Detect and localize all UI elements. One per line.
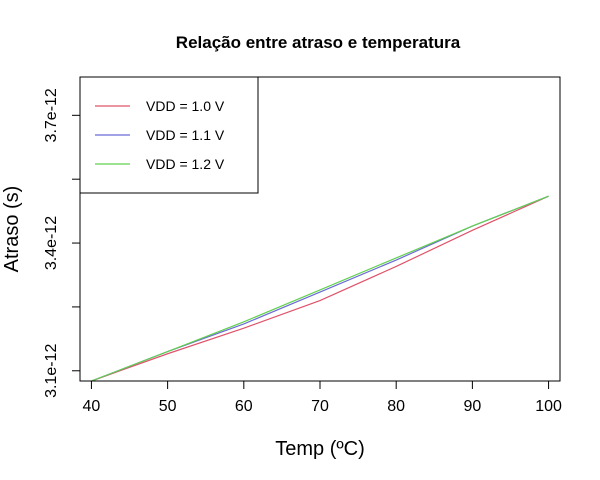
series-line-3 — [91, 195, 549, 382]
series-lines — [91, 195, 549, 382]
series-line-2 — [91, 195, 549, 382]
y-axis: 3.1e-12 3.4e-12 3.7e-12 — [43, 88, 81, 398]
x-tick-label: 60 — [235, 398, 253, 415]
y-tick-label: 3.1e-12 — [43, 344, 60, 398]
legend-label: VDD = 1.2 V — [146, 156, 225, 172]
y-tick-label: 3.7e-12 — [43, 88, 60, 142]
series-line-1 — [91, 195, 549, 382]
x-tick-label: 70 — [311, 398, 329, 415]
x-tick-label: 90 — [463, 398, 481, 415]
x-axis-label: Temp (ºC) — [275, 438, 365, 460]
y-axis-label: Atraso (s) — [1, 186, 23, 273]
x-axis: 40 50 60 70 80 90 100 — [83, 380, 562, 415]
y-tick-label: 3.4e-12 — [43, 216, 60, 270]
x-tick-label: 100 — [535, 398, 562, 415]
x-tick-label: 80 — [387, 398, 405, 415]
x-tick-label: 50 — [159, 398, 177, 415]
x-tick-label: 40 — [83, 398, 101, 415]
legend-label: VDD = 1.0 V — [146, 98, 225, 114]
chart-title: Relação entre atraso e temperatura — [176, 33, 461, 52]
legend-label: VDD = 1.1 V — [146, 127, 225, 143]
legend: VDD = 1.0 V VDD = 1.1 V VDD = 1.2 V — [79, 76, 259, 194]
